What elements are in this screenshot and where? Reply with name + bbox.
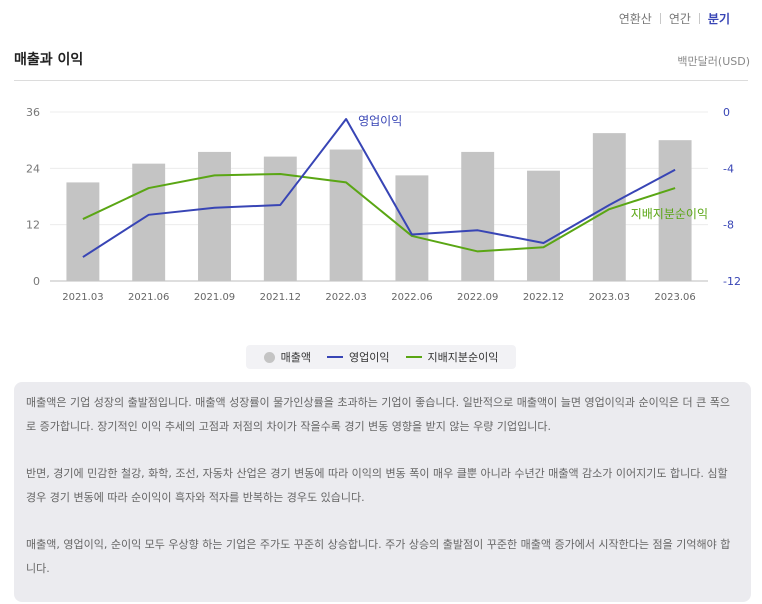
legend-operating-swatch	[327, 356, 344, 358]
revenue-bar	[395, 175, 429, 281]
x-tick-label: 2023.06	[654, 292, 695, 303]
left-tick-label: 36	[26, 106, 40, 119]
section-title: 매출과 이익	[14, 52, 84, 68]
net-annotation: 지배지분순이익	[631, 207, 708, 221]
chart-legend: 매출액 영업이익 지배지분순이익	[0, 345, 762, 369]
x-tick-label: 2021.09	[194, 292, 235, 303]
tab-annualized[interactable]: 연환산	[618, 12, 652, 26]
right-tick-label: -12	[723, 275, 741, 288]
tab-annual[interactable]: 연간	[668, 12, 691, 26]
legend-item-net[interactable]: 지배지분순이익	[405, 349, 499, 365]
legend-revenue-swatch	[263, 351, 275, 363]
operating-profit-line	[82, 118, 676, 258]
legend-revenue-label: 매출액	[280, 351, 312, 364]
legend-item-operating[interactable]: 영업이익	[327, 349, 390, 365]
revenue-bar	[658, 140, 692, 281]
revenue-bar	[329, 149, 363, 281]
tab-divider	[659, 13, 661, 24]
revenue-bar	[592, 133, 626, 281]
left-tick-label: 12	[26, 219, 40, 232]
x-tick-label: 2022.09	[457, 292, 498, 303]
revenue-bar	[198, 151, 231, 281]
x-tick-label: 2021.03	[62, 292, 103, 303]
net-income-line	[82, 172, 676, 253]
x-tick-label: 2023.03	[589, 292, 630, 303]
left-tick-label: 0	[33, 275, 40, 288]
description-box: 매출액은 기업 성장의 출발점입니다. 매출액 성장률이 물가인상률을 초과하는…	[14, 382, 751, 602]
revenue-bar	[66, 182, 100, 281]
x-tick-label: 2022.06	[391, 292, 432, 303]
left-tick-label: 24	[26, 162, 40, 175]
x-tick-label: 2022.03	[325, 292, 366, 303]
revenue-bar	[461, 151, 495, 281]
right-tick-label: 0	[723, 106, 730, 119]
period-tabs: 연환산 연간 분기	[611, 10, 730, 27]
tab-divider	[698, 13, 700, 24]
description-paragraph-3: 매출액, 영업이익, 순이익 모두 우상향 하는 기업은 주가도 꾸준히 상승합…	[26, 538, 731, 575]
unit-label: 백만달러(USD)	[677, 55, 750, 68]
legend-operating-label: 영업이익	[349, 351, 390, 364]
legend-item-revenue[interactable]: 매출액	[263, 349, 312, 365]
legend-net-label: 지배지분순이익	[427, 351, 499, 364]
right-tick-label: -8	[723, 219, 734, 232]
revenue-bar	[527, 170, 560, 281]
x-tick-label: 2021.06	[128, 292, 169, 303]
revenue-profit-chart: 0 12 24 36 0 -4 -8 -12 2021.03 2021.06 2021.09 2021…	[26, 106, 741, 303]
description-paragraph-1: 매출액은 기업 성장의 출발점입니다. 매출액 성장률이 물가인상률을 초과하는…	[26, 396, 730, 433]
x-tick-label: 2021.12	[260, 292, 301, 303]
x-tick-label: 2022.12	[523, 292, 564, 303]
legend-net-swatch	[405, 356, 422, 358]
legend-box: 매출액 영업이익 지배지분순이익	[245, 345, 517, 369]
description-paragraph-2: 반면, 경기에 민감한 철강, 화학, 조선, 자동차 산업은 경기 변동에 따…	[26, 467, 728, 504]
tab-quarterly[interactable]: 분기	[707, 12, 730, 26]
title-divider	[14, 80, 748, 81]
operating-annotation: 영업이익	[358, 114, 402, 128]
revenue-bar	[263, 156, 297, 281]
right-tick-label: -4	[723, 162, 734, 175]
